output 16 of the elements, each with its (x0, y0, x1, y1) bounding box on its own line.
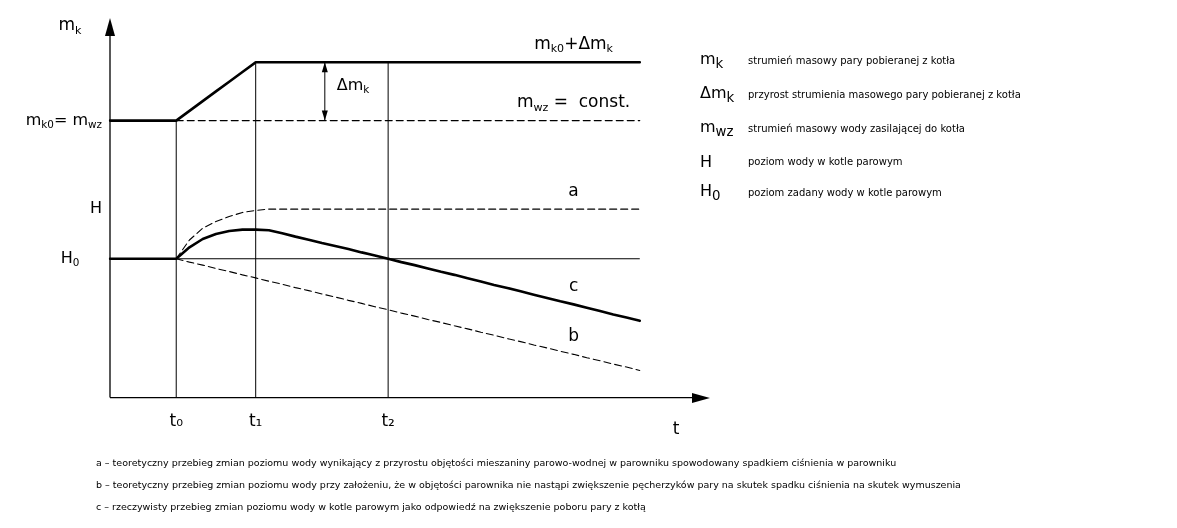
text: m$_{wz}$ strumień masowy wody zasilającej do kotła (700, 116, 965, 142)
series-label: c (568, 274, 579, 295)
series-label: a (568, 179, 579, 200)
text: H (89, 198, 102, 218)
series-label: b (568, 324, 579, 345)
text: a – teoretyczny przebieg zmian poziomu wody wynikający z przyrostu objętości mieszaniny parowo-wodnej w parowniku spowodowany spadkiem ciśnienia w parowniku (96, 456, 898, 470)
text: Δm$_{k}$ przyrost strumienia masowego pary pobieranej z kotła (700, 82, 1021, 108)
text: c – rzeczywisty przebieg zmian poziomu wody w kotle parowym jako odpowiedź na zwiększenie poboru pary z kotłą (96, 500, 647, 514)
x-axis-title: t (672, 418, 680, 439)
x-tick-label: t₁ (248, 410, 263, 431)
text: b – teoretyczny przebieg zmian poziomu wody przy założeniu, że w objętości parownika nie nastąpi zwiększenie pęcherzyków pary na skutek spadku ciśnienia na skutek wymuszenia (96, 478, 961, 492)
x-tick-label: t₂ (381, 410, 395, 431)
text: m$_{k}$ strumień masowy pary pobieranej z kotła (700, 49, 956, 72)
text: H poziom wody w kotle parowym (700, 152, 903, 172)
x-tick-label: t₀ (169, 410, 184, 431)
text: H$_{0}$ poziom zadany wody w kotle parowym (700, 181, 942, 204)
